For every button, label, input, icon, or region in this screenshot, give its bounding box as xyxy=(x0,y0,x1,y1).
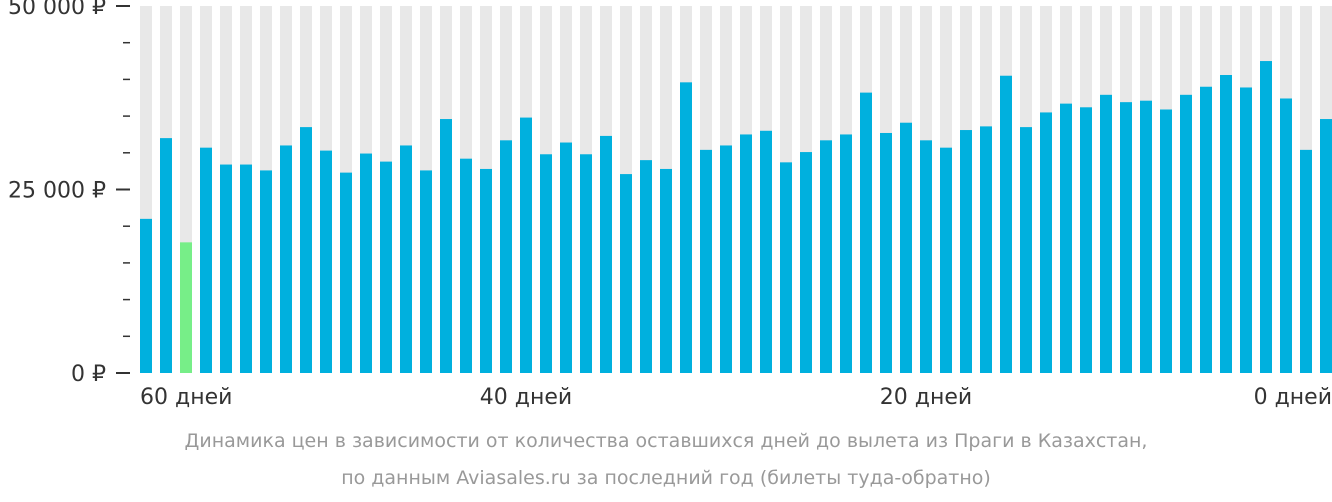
y-axis: 50 000 ₽ 25 000 ₽ 0 ₽ xyxy=(8,0,130,387)
bar[interactable] xyxy=(160,138,172,373)
price-dynamics-chart: 50 000 ₽ 25 000 ₽ 0 ₽ 60 дней 40 дней 20 дне… xyxy=(8,0,1332,410)
bar[interactable] xyxy=(1100,94,1112,374)
bar[interactable] xyxy=(1320,119,1332,373)
x-tick-label: 60 дней xyxy=(140,385,232,410)
bar[interactable] xyxy=(300,127,312,373)
bar[interactable] xyxy=(680,82,692,373)
bar[interactable] xyxy=(340,172,352,373)
bar[interactable] xyxy=(780,162,792,373)
bar[interactable] xyxy=(1160,109,1172,373)
x-tick-label: 40 дней xyxy=(480,385,572,410)
bar[interactable] xyxy=(560,142,572,373)
bar[interactable] xyxy=(1000,75,1012,373)
bar[interactable] xyxy=(920,140,932,373)
y-tick-label: 0 ₽ xyxy=(71,362,106,387)
bar[interactable] xyxy=(880,132,892,373)
bar[interactable] xyxy=(240,164,252,373)
x-tick-label: 20 дней xyxy=(880,385,972,410)
bar[interactable] xyxy=(640,160,652,373)
bar[interactable] xyxy=(620,174,632,373)
bar[interactable] xyxy=(1120,102,1132,374)
chart-caption-line-2: по данным Aviasales.ru за последний год … xyxy=(341,467,991,489)
bar[interactable] xyxy=(460,158,472,373)
bar[interactable] xyxy=(940,147,952,373)
bar[interactable] xyxy=(420,170,432,373)
bar[interactable] xyxy=(1300,149,1312,373)
bar[interactable] xyxy=(1280,98,1292,373)
bar[interactable] xyxy=(860,92,872,373)
x-tick-label: 0 дней xyxy=(1254,385,1332,410)
bar[interactable] xyxy=(500,140,512,373)
bar[interactable] xyxy=(600,135,612,373)
bar[interactable] xyxy=(320,150,332,373)
bar[interactable] xyxy=(520,117,532,374)
bar[interactable] xyxy=(960,130,972,373)
bar[interactable] xyxy=(980,126,992,373)
bar[interactable] xyxy=(1140,100,1152,373)
bar[interactable] xyxy=(1020,127,1032,373)
bar[interactable] xyxy=(440,119,452,373)
bar[interactable] xyxy=(540,154,552,373)
bars xyxy=(140,61,1332,374)
bar[interactable] xyxy=(580,154,592,373)
bar[interactable] xyxy=(720,145,732,373)
bar-cheapest[interactable] xyxy=(180,242,192,373)
bar[interactable] xyxy=(260,170,272,373)
bar[interactable] xyxy=(1180,94,1192,374)
bar[interactable] xyxy=(820,140,832,373)
bar[interactable] xyxy=(280,145,292,373)
bar[interactable] xyxy=(900,122,912,374)
bar[interactable] xyxy=(400,145,412,373)
bar[interactable] xyxy=(1040,112,1052,374)
bar[interactable] xyxy=(660,168,672,373)
bar[interactable] xyxy=(800,152,812,373)
bar[interactable] xyxy=(760,130,772,373)
y-tick-label: 25 000 ₽ xyxy=(8,179,106,204)
bar[interactable] xyxy=(1220,74,1232,373)
y-tick-label: 50 000 ₽ xyxy=(8,0,106,20)
background-columns xyxy=(140,6,1332,373)
bar[interactable] xyxy=(1260,61,1272,374)
bar[interactable] xyxy=(1200,86,1212,374)
bar[interactable] xyxy=(220,164,232,373)
bar[interactable] xyxy=(840,134,852,373)
bar[interactable] xyxy=(740,134,752,373)
chart-caption-line-1: Динамика цен в зависимости от количества… xyxy=(184,430,1148,452)
bar[interactable] xyxy=(1060,103,1072,373)
x-axis: 60 дней 40 дней 20 дней 0 дней xyxy=(140,385,1332,410)
bar[interactable] xyxy=(1080,107,1092,374)
bar[interactable] xyxy=(360,153,372,373)
bar[interactable] xyxy=(700,149,712,373)
bar[interactable] xyxy=(480,168,492,373)
bar[interactable] xyxy=(200,147,212,373)
bar[interactable] xyxy=(140,218,152,373)
bar[interactable] xyxy=(380,161,392,373)
bar[interactable] xyxy=(1240,87,1252,373)
